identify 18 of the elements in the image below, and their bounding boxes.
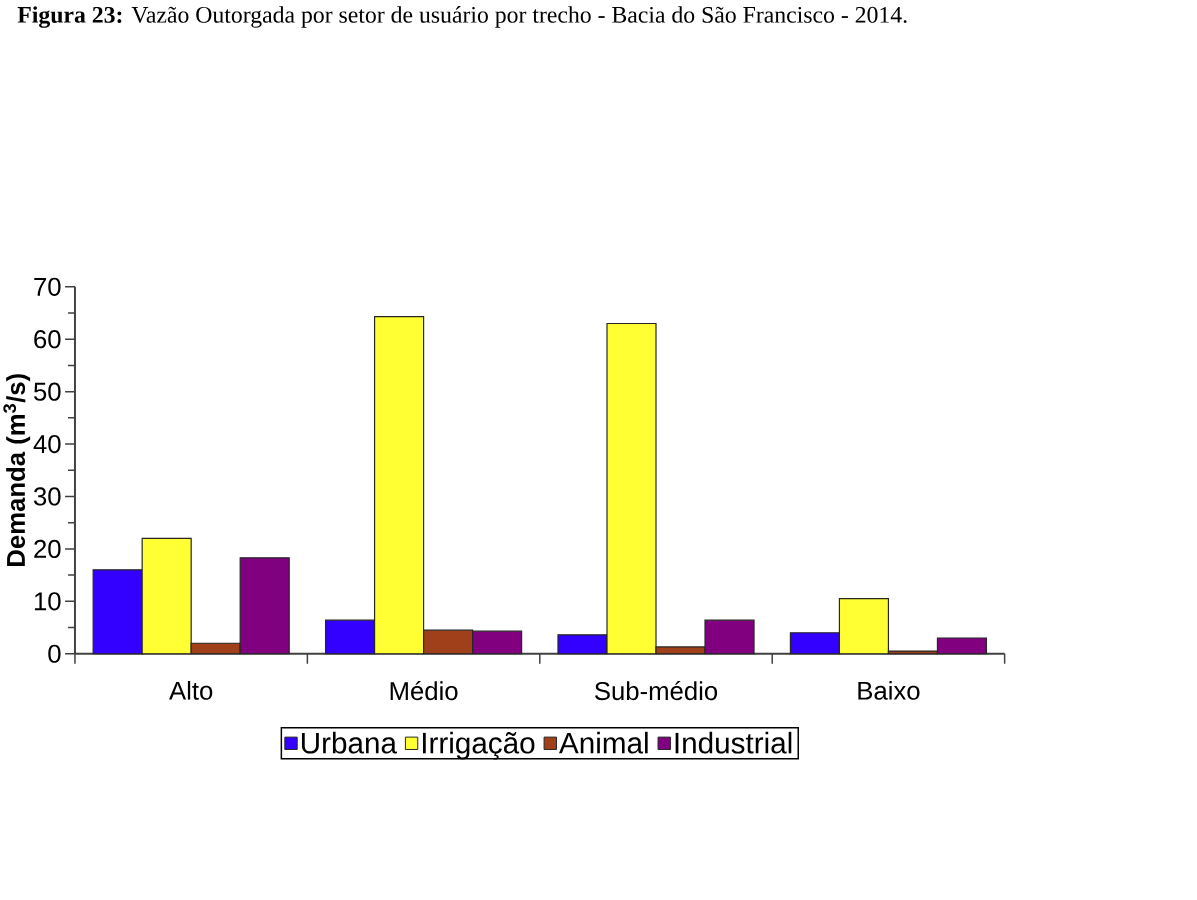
y-tick-label: 20 [34,539,61,558]
y-tick-label: 70 [34,277,61,296]
x-tick-label: Sub-médio [595,680,718,701]
y-tick-label: 60 [34,330,61,349]
legend-label: Industrial [675,731,792,754]
x-tick-label: Baixo [858,680,920,700]
legend-label: Urbana [301,731,397,754]
y-tick-label: 30 [33,487,61,506]
y-tick-label: 0 [48,644,61,663]
x-tick-label: Médio [390,680,458,701]
y-tick-label: 50 [34,382,61,401]
x-tick-label: Alto [169,680,213,700]
y-axis-title: Demanda (m$^{3}$/s) [3,374,31,566]
y-tick-label: 10 [34,592,61,611]
chart-title: Figura 23: Vazão Outorgada por setor de usuário por trecho - Bacia do São Francisco - 2014. [17,6,907,28]
legend-label: Animal [559,731,648,754]
legend-label: Irrigação [422,731,535,760]
y-tick-label: 40 [33,434,61,454]
